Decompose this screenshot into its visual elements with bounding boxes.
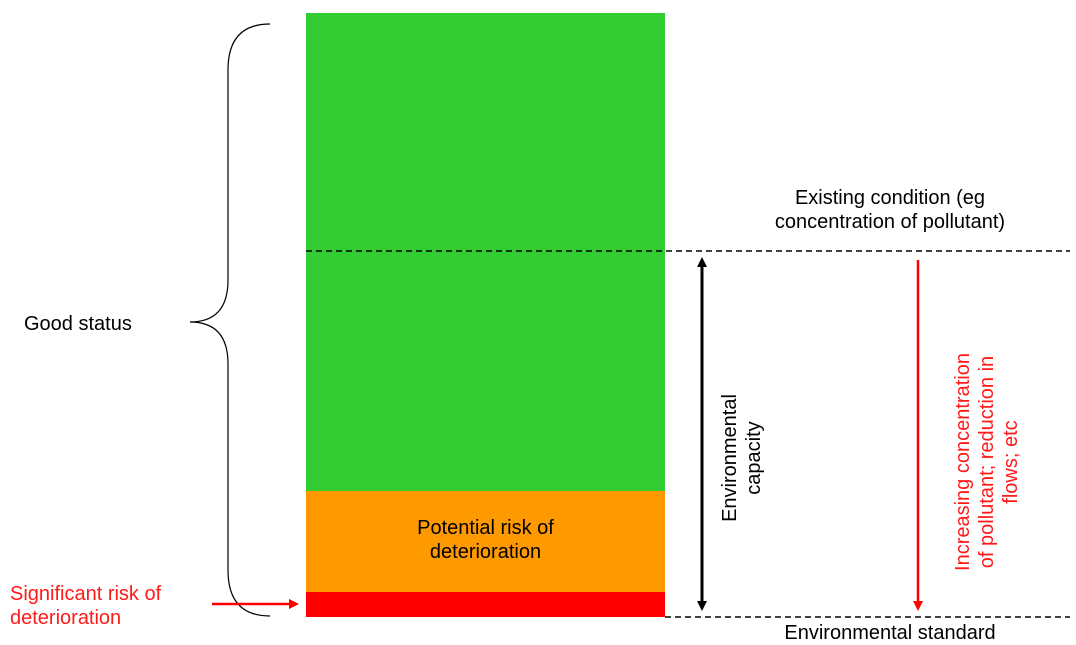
environmental-capacity-label: Environmental capacity <box>718 358 766 558</box>
increasing-concentration-label: Increasing concentration of pollutant; r… <box>951 312 1023 612</box>
good-status-label: Good status <box>24 313 132 335</box>
environmental-capacity-line1: Environmental <box>719 394 741 522</box>
potential-risk-line1: Potential risk of <box>417 517 554 539</box>
existing-condition-line1: Existing condition (eg <box>794 187 986 209</box>
significant-risk-block <box>306 592 665 617</box>
increasing-concentration-line2: of pollutant; reduction in <box>976 355 998 569</box>
existing-condition-line2: concentration of pollutant) <box>774 211 1006 233</box>
potential-risk-label: Potential risk of deterioration <box>306 516 665 564</box>
environmental-standard-label: Environmental standard <box>784 622 996 644</box>
good-status-brace <box>189 23 271 617</box>
significant-risk-label: Significant risk of deterioration <box>10 582 161 630</box>
good-status-block <box>306 13 665 491</box>
environmental-capacity-line2: capacity <box>743 421 765 495</box>
increasing-concentration-line1: Increasing concentration <box>952 353 974 571</box>
existing-condition-label: Existing condition (eg concentration of … <box>700 186 1076 234</box>
significant-risk-line1: Significant risk of <box>10 583 162 605</box>
potential-risk-block <box>306 491 665 592</box>
increasing-concentration-line3: flows; etc <box>1000 420 1022 504</box>
significant-risk-line2: deterioration <box>10 607 122 629</box>
potential-risk-line2: deterioration <box>429 541 542 563</box>
